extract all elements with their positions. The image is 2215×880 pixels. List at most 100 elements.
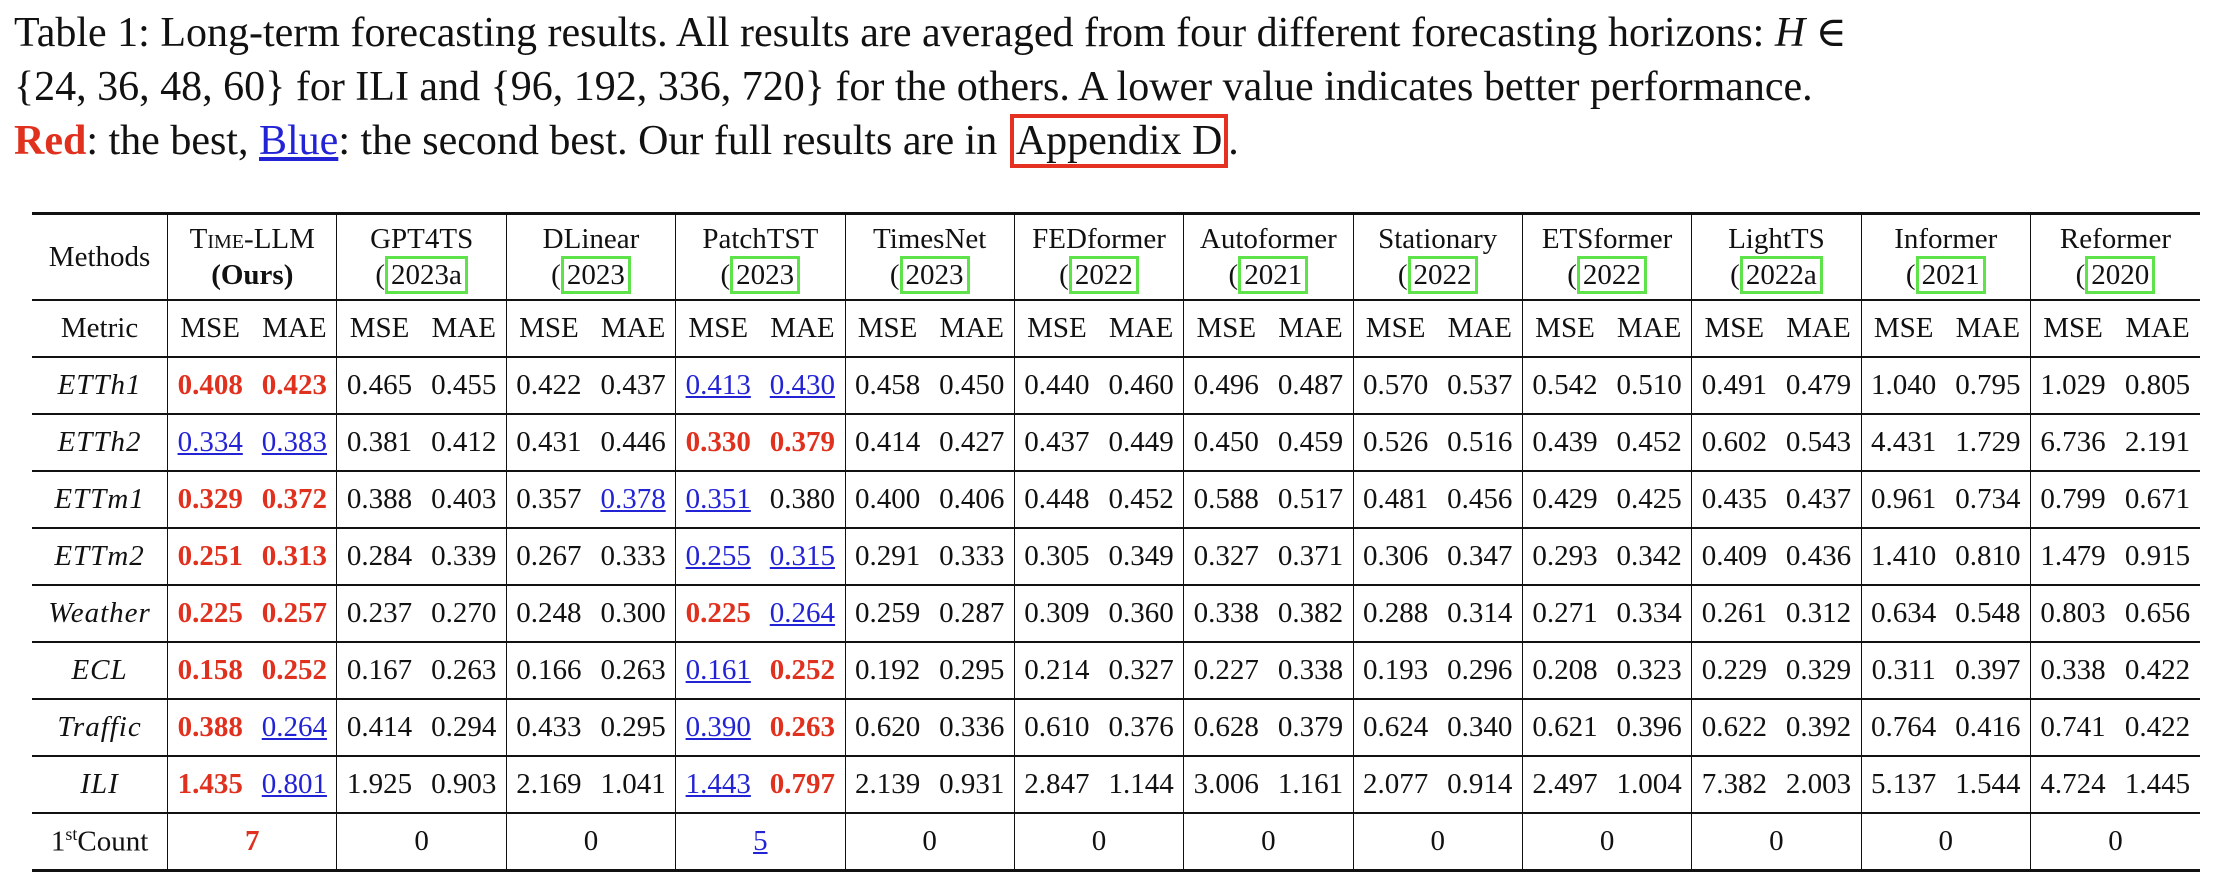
value-cell: 2.847	[1014, 756, 1099, 813]
value-cell: 0.516	[1437, 414, 1523, 471]
citation-link[interactable]: 2021	[1915, 256, 1986, 294]
first-count-value: 0	[1769, 825, 1784, 857]
value: 0.339	[431, 540, 497, 572]
value-cell: 0.259	[845, 585, 930, 642]
citation-link[interactable]: 2022	[1407, 256, 1478, 294]
count-label-prefix: 1	[50, 825, 66, 858]
second-best-value: 0.413	[685, 369, 751, 401]
value-cell: 1.479	[2030, 528, 2115, 585]
citation-link[interactable]: 2022	[1068, 256, 1139, 294]
citation-link[interactable]: 2023a	[385, 256, 468, 294]
second-best-value: 0.430	[769, 369, 836, 401]
citation-link[interactable]: 2023	[730, 256, 801, 294]
value: 0.327	[1193, 540, 1259, 572]
second-best-value: 0.264	[769, 597, 836, 629]
count-cell: 0	[1183, 813, 1354, 871]
value: 0.300	[600, 597, 666, 629]
model-citation[interactable]: (2023	[846, 256, 1014, 294]
value-cell: 0.271	[1522, 585, 1607, 642]
value: 2.847	[1024, 768, 1090, 800]
model-citation[interactable]: (2020	[2031, 256, 2200, 294]
mae-header: MAE	[1437, 300, 1523, 357]
caption-math: H ∈	[1774, 10, 1847, 56]
value: 0.288	[1362, 597, 1429, 629]
value-cell: 0.349	[1099, 528, 1185, 585]
mae-header: MAE	[1945, 300, 2031, 357]
count-cell: 0	[845, 813, 1015, 871]
best-value: 1.435	[177, 768, 243, 800]
value-cell: 0.622	[1692, 699, 1777, 756]
model-citation[interactable]: (2022	[1354, 256, 1522, 294]
value-cell: 1.445	[2115, 756, 2200, 813]
citation-link[interactable]: 2023	[899, 256, 970, 294]
results-table: Methods Time-LLM (Ours) GPT4TS(2023a DLinear…	[32, 212, 2200, 872]
value: 0.349	[1108, 540, 1174, 572]
value: 0.295	[600, 711, 666, 743]
citation-link[interactable]: 2020	[2085, 256, 2156, 294]
first-count-value: 5	[753, 825, 768, 857]
model-header: PatchTST(2023	[675, 213, 846, 300]
citation-link[interactable]: 2021	[1238, 256, 1309, 294]
value: 0.192	[854, 654, 921, 686]
table-row: Weather 0.225 0.257 0.237 0.270 0.248 0.300 0.2…	[32, 585, 2200, 642]
model-citation[interactable]: (2023	[676, 256, 844, 294]
table-row: ECL 0.158 0.252 0.167 0.263 0.166 0.263 0.161 0.…	[32, 642, 2200, 699]
value-cell: 0.390	[676, 699, 761, 756]
value: 4.724	[2040, 768, 2106, 800]
citation-link[interactable]: 2022a	[1739, 256, 1823, 294]
best-value: 0.252	[769, 654, 836, 686]
model-citation[interactable]: (2023	[507, 256, 675, 294]
value-cell: 0.400	[845, 471, 930, 528]
value: 0.450	[939, 369, 1005, 401]
value: 2.191	[2124, 426, 2191, 458]
value: 0.388	[346, 483, 413, 515]
value-cell: 0.293	[1522, 528, 1607, 585]
value: 0.450	[1193, 426, 1259, 458]
value: 1.445	[2124, 768, 2191, 800]
value-cell: 1.041	[590, 756, 677, 813]
dataset-name: ETTm2	[32, 528, 169, 585]
value: 0.392	[1785, 711, 1852, 743]
model-citation[interactable]: (2021	[1184, 256, 1352, 294]
value-cell: 0.440	[1014, 357, 1099, 414]
value: 0.465	[346, 369, 413, 401]
value-cell: 0.383	[252, 414, 338, 471]
value: 0.412	[431, 426, 497, 458]
value: 0.543	[1785, 426, 1852, 458]
value: 0.805	[2124, 369, 2191, 401]
value: 0.425	[1616, 483, 1682, 515]
model-citation[interactable]: (2022a	[1692, 256, 1860, 294]
citation-link[interactable]: 2023	[560, 256, 631, 294]
model-name: TimesNet	[873, 223, 987, 255]
value: 0.452	[1108, 483, 1174, 515]
count-label: 1stCount	[32, 813, 169, 871]
count-label-sup: st	[65, 824, 78, 845]
model-name: Time-LLM	[189, 223, 315, 255]
value: 1.004	[1616, 768, 1682, 800]
value: 0.517	[1277, 483, 1344, 515]
first-count-value: 0	[1599, 825, 1615, 857]
value-cell: 0.543	[1776, 414, 1862, 471]
value: 0.487	[1277, 369, 1344, 401]
model-citation[interactable]: (2021	[1862, 256, 2030, 294]
value: 0.227	[1193, 654, 1259, 686]
appendix-link[interactable]: Appendix D	[1009, 114, 1229, 168]
value: 0.803	[2040, 597, 2106, 629]
best-value: 0.330	[685, 426, 751, 458]
mse-header: MSE	[1535, 312, 1595, 344]
value: 0.333	[939, 540, 1005, 572]
value: 0.628	[1193, 711, 1259, 743]
citation-link[interactable]: 2022	[1576, 256, 1647, 294]
value-cell: 0.248	[506, 585, 591, 642]
best-value: 0.329	[177, 483, 243, 515]
value-cell: 0.799	[2030, 471, 2115, 528]
value-cell: 0.327	[1099, 642, 1185, 699]
paren: (	[1905, 259, 1916, 291]
value: 0.422	[2124, 711, 2191, 743]
value-cell: 1.004	[1607, 756, 1693, 813]
value-cell: 0.610	[1014, 699, 1099, 756]
value: 0.903	[431, 768, 497, 800]
model-citation[interactable]: (2022	[1523, 256, 1691, 294]
model-citation[interactable]: (2023a	[337, 256, 505, 294]
model-citation[interactable]: (2022	[1015, 256, 1183, 294]
